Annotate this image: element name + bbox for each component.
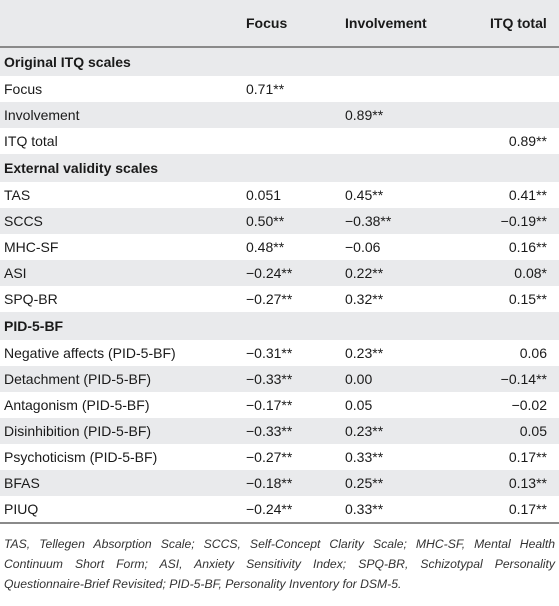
table-row: Involvement 0.89** [0,102,559,128]
cell-focus: −0.27** [246,449,293,465]
row-label: Detachment (PID-5-BF) [4,371,152,387]
table-row: SCCS 0.50** −0.38** −0.19** [0,208,559,234]
cell-itq-total: 0.08* [514,265,547,281]
row-label: SPQ-BR [4,291,58,307]
section-title: Original ITQ scales [4,54,131,70]
row-label: MHC-SF [4,239,59,255]
cell-itq-total: 0.89** [508,133,547,149]
header-involvement: Involvement [345,15,427,31]
cell-involvement: −0.06 [345,239,381,255]
cell-itq-total: −0.02 [511,397,547,413]
section-title: PID-5-BF [4,318,64,334]
cell-focus: 0.48** [246,239,285,255]
row-label: ASI [4,265,27,281]
cell-focus: −0.18** [246,475,293,491]
cell-itq-total: 0.05 [519,423,547,439]
section-title: External validity scales [4,160,159,176]
table-row: ITQ total 0.89** [0,128,559,154]
cell-involvement: 0.32** [345,291,384,307]
row-label: BFAS [4,475,40,491]
cell-involvement: −0.38** [345,213,392,229]
row-label: Involvement [4,107,80,123]
cell-itq-total: 0.41** [508,187,547,203]
table-row: TAS 0.051 0.45** 0.41** [0,182,559,208]
row-label: TAS [4,187,31,203]
cell-involvement: 0.33** [345,501,384,517]
cell-itq-total: 0.17** [508,501,547,517]
table-row: ASI −0.24** 0.22** 0.08* [0,260,559,286]
row-label: PIUQ [4,501,39,517]
row-label: Negative affects (PID-5-BF) [4,345,176,361]
section-heading: PID-5-BF [0,312,559,340]
cell-involvement: 0.25** [345,475,384,491]
row-label: Antagonism (PID-5-BF) [4,397,150,413]
cell-focus: −0.17** [246,397,293,413]
row-label: ITQ total [4,133,58,149]
cell-itq-total: 0.15** [508,291,547,307]
table-row: BFAS −0.18** 0.25** 0.13** [0,470,559,496]
cell-focus: 0.50** [246,213,285,229]
cell-involvement: 0.89** [345,107,384,123]
cell-itq-total: 0.16** [508,239,547,255]
row-label: Disinhibition (PID-5-BF) [4,423,152,439]
row-label: Focus [4,81,43,97]
table-row: Psychoticism (PID-5-BF) −0.27** 0.33** 0… [0,444,559,470]
table-row: Focus 0.71** [0,76,559,102]
table-row: MHC-SF 0.48** −0.06 0.16** [0,234,559,260]
cell-itq-total: −0.19** [500,213,547,229]
table-footnote: TAS, Tellegen Absorption Scale; SCCS, Se… [4,537,555,591]
row-label: SCCS [4,213,43,229]
table-row: Disinhibition (PID-5-BF) −0.33** 0.23** … [0,418,559,444]
cell-focus: 0.051 [246,187,282,203]
cell-focus: −0.27** [246,291,293,307]
cell-involvement: 0.45** [345,187,384,203]
cell-involvement: 0.23** [345,423,384,439]
cell-focus: −0.24** [246,501,293,517]
cell-itq-total: 0.06 [519,345,547,361]
table-row: PIUQ −0.24** 0.33** 0.17** [0,496,559,522]
cell-itq-total: 0.13** [508,475,547,491]
cell-focus: 0.71** [246,81,285,97]
cell-focus: −0.33** [246,423,293,439]
cell-itq-total: −0.14** [500,371,547,387]
cell-involvement: 0.05 [345,397,373,413]
cell-focus: −0.24** [246,265,293,281]
cell-involvement: 0.33** [345,449,384,465]
cell-involvement: 0.22** [345,265,384,281]
table-row: Negative affects (PID-5-BF) −0.31** 0.23… [0,340,559,366]
cell-involvement: 0.23** [345,345,384,361]
cell-itq-total: 0.17** [508,449,547,465]
table-row: Antagonism (PID-5-BF) −0.17** 0.05 −0.02 [0,392,559,418]
table-header: Focus Involvement ITQ total [0,0,559,48]
header-itq-total: ITQ total [490,15,547,31]
section-heading: Original ITQ scales [0,48,559,76]
cell-focus: −0.33** [246,371,293,387]
cell-focus: −0.31** [246,345,293,361]
table-bottom-rule [0,522,559,524]
table-row: SPQ-BR −0.27** 0.32** 0.15** [0,286,559,312]
section-heading: External validity scales [0,154,559,182]
table-row: Detachment (PID-5-BF) −0.33** 0.00 −0.14… [0,366,559,392]
row-label: Psychoticism (PID-5-BF) [4,449,158,465]
cell-involvement: 0.00 [345,371,373,387]
header-focus: Focus [246,15,288,31]
